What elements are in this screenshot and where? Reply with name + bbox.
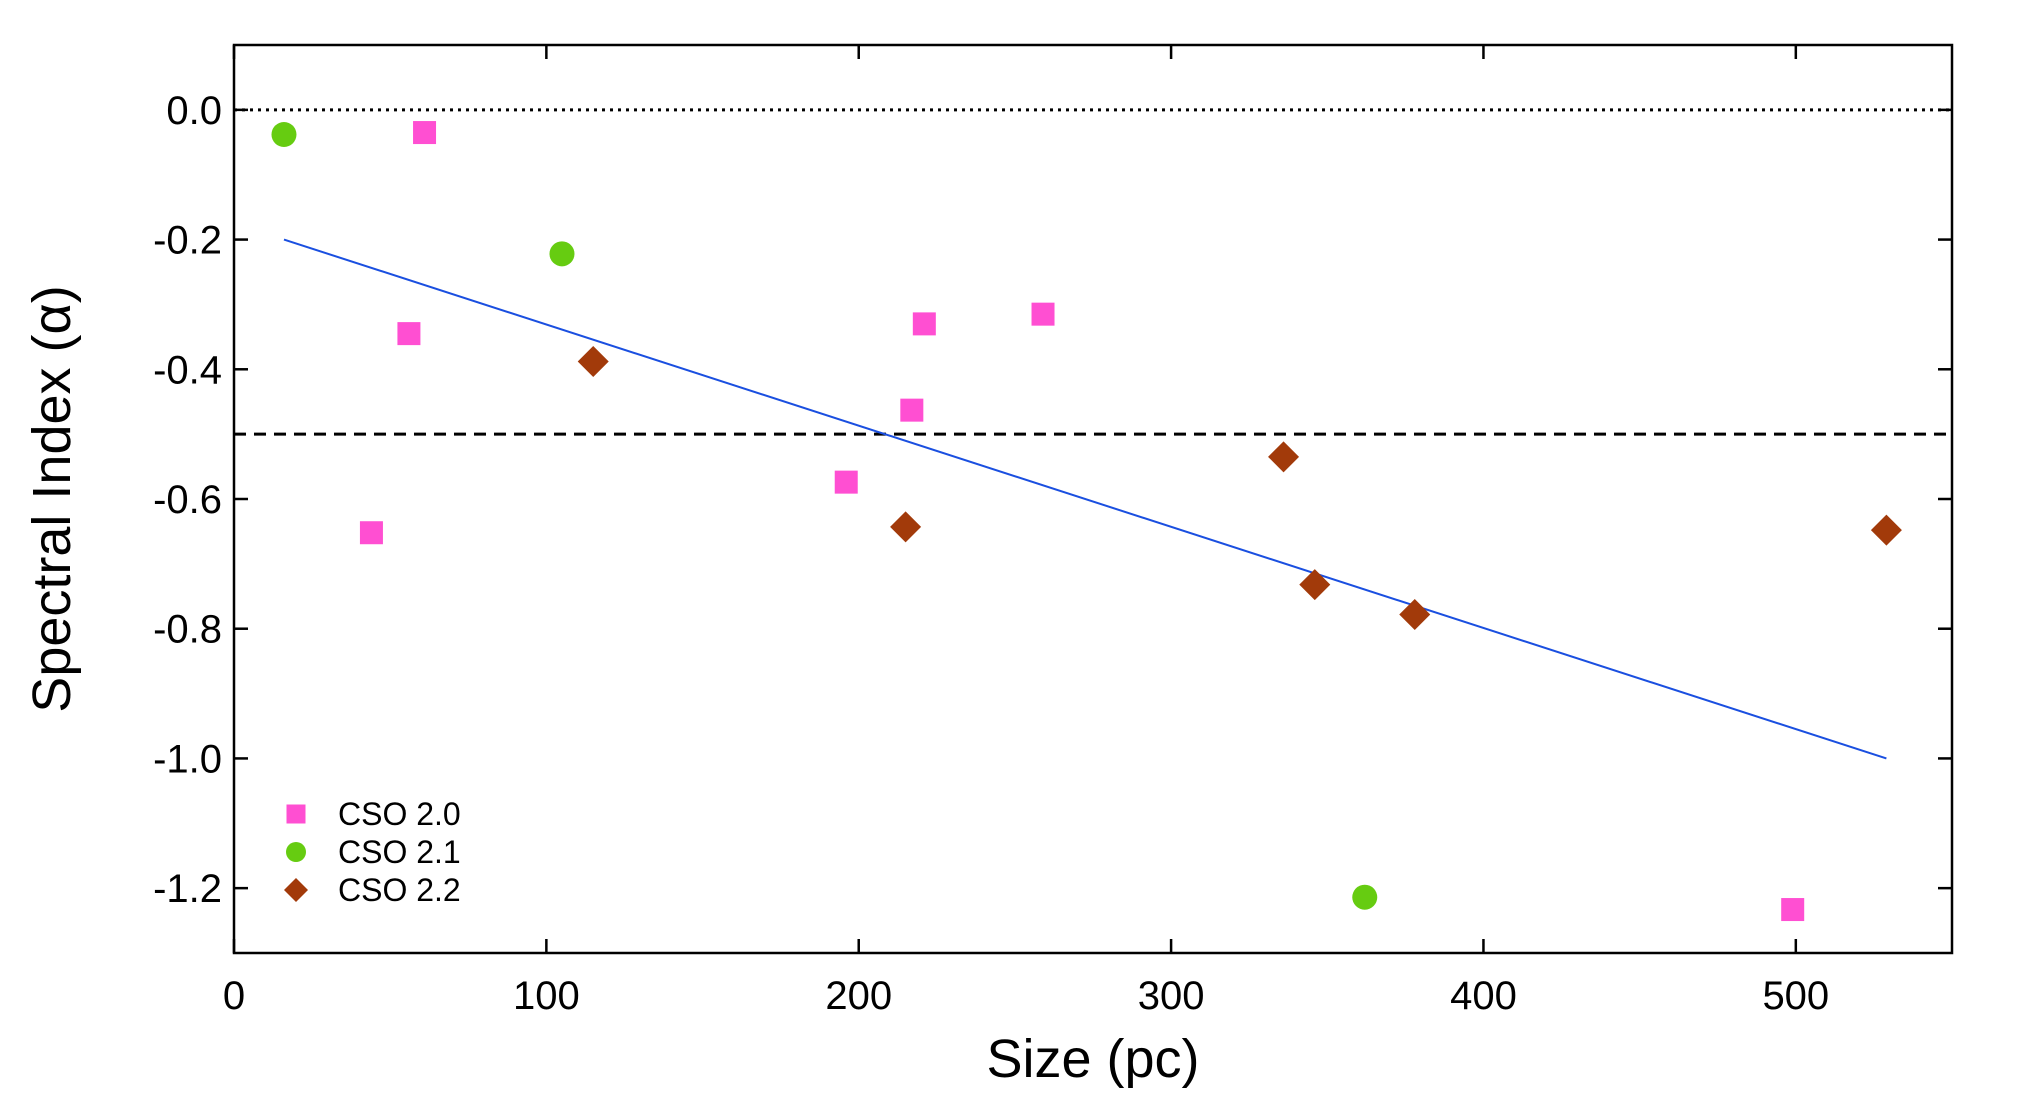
data-point-cso-2-2-1	[890, 511, 922, 543]
y-tick-labels: 0.0 -0.2 -0.4 -0.6 -0.8 -1.0 -1.2	[153, 89, 222, 911]
y-tick-label: -1.2	[153, 867, 222, 911]
fit-line-group	[283, 238, 1887, 760]
data-point-cso-2-0-0	[413, 121, 437, 145]
fit-line	[283, 238, 1887, 760]
data-point-cso-2-1-0	[271, 122, 297, 148]
y-tick-label: -0.2	[153, 219, 222, 263]
data-point-cso-2-2-3	[1299, 569, 1331, 601]
data-point-cso-2-0-7	[1781, 898, 1805, 922]
data-point-cso-2-1-1	[549, 241, 575, 267]
legend-label: CSO 2.1	[338, 834, 461, 870]
data-point-cso-2-2-2	[1268, 441, 1300, 473]
legend-label: CSO 2.0	[338, 796, 461, 832]
data-point-cso-2-0-1	[397, 322, 421, 346]
y-tick-label: -0.8	[153, 608, 222, 652]
legend-marker	[284, 878, 308, 902]
x-tick-label: 400	[1450, 974, 1517, 1018]
legend-marker	[286, 842, 306, 862]
y-tick-label: -1.0	[153, 737, 222, 781]
legend-label: CSO 2.2	[338, 872, 461, 908]
x-axis-title: Size (pc)	[986, 1029, 1199, 1089]
data-point-cso-2-0-5	[912, 312, 936, 336]
y-tick-label: -0.4	[153, 348, 222, 392]
x-tick-label: 500	[1762, 974, 1829, 1018]
x-tick-labels: 0 100 200 300 400 500	[223, 974, 1829, 1018]
axis-ticks	[232, 45, 1952, 953]
data-points	[271, 121, 1902, 922]
y-tick-label: 0.0	[166, 89, 222, 133]
data-point-cso-2-0-2	[359, 521, 383, 545]
y-axis-title: Spectral Index (α)	[22, 285, 82, 712]
data-point-cso-2-2-4	[1399, 598, 1431, 630]
x-tick-label: 200	[825, 974, 892, 1018]
data-point-cso-2-0-6	[1031, 302, 1055, 326]
plot-frame	[232, 43, 1954, 955]
x-tick-label: 300	[1138, 974, 1205, 1018]
data-point-cso-2-0-3	[834, 470, 858, 494]
data-point-cso-2-0-4	[900, 398, 924, 422]
legend-marker	[286, 804, 306, 824]
data-point-cso-2-1-2	[1352, 884, 1378, 910]
data-point-cso-2-2-0	[577, 346, 609, 378]
x-tick-label: 100	[513, 974, 580, 1018]
y-tick-label: -0.6	[153, 478, 222, 522]
reference-lines	[234, 108, 1952, 436]
data-point-cso-2-2-5	[1870, 514, 1902, 546]
x-tick-label: 0	[223, 974, 245, 1018]
